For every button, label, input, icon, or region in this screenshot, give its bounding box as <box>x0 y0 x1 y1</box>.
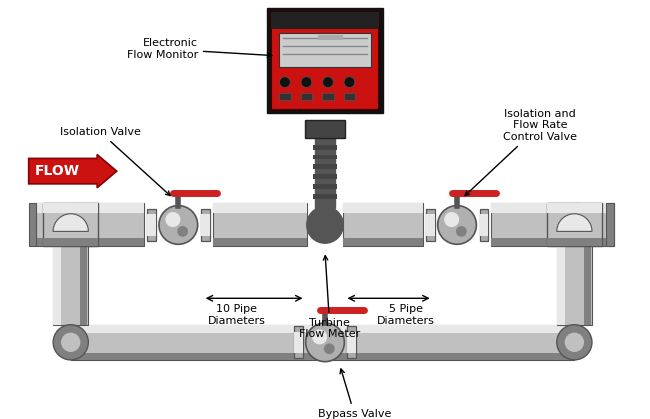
Bar <box>480 209 488 241</box>
Text: Electronic
Flow Monitor: Electronic Flow Monitor <box>127 38 272 59</box>
Bar <box>71 238 144 246</box>
Bar <box>343 203 422 213</box>
Bar <box>294 326 302 358</box>
Bar <box>271 12 379 29</box>
Bar <box>557 246 592 325</box>
Bar <box>426 214 435 236</box>
Bar <box>322 93 334 100</box>
Bar <box>547 238 602 246</box>
Circle shape <box>557 325 592 360</box>
Bar <box>36 203 94 246</box>
Bar <box>318 35 343 40</box>
Bar <box>213 203 307 213</box>
Circle shape <box>306 323 345 362</box>
Bar <box>44 203 98 246</box>
Text: Turbine
Flow Meter: Turbine Flow Meter <box>299 256 361 339</box>
Bar <box>606 203 614 246</box>
Bar <box>271 12 379 109</box>
Bar <box>344 93 356 100</box>
Circle shape <box>437 206 476 244</box>
Circle shape <box>344 77 355 88</box>
Bar <box>491 238 579 246</box>
Bar <box>313 194 337 199</box>
Bar <box>147 214 156 236</box>
Circle shape <box>322 77 333 88</box>
Text: Isolation Valve: Isolation Valve <box>60 127 170 196</box>
Bar <box>147 209 156 241</box>
Bar <box>279 33 371 67</box>
Bar <box>36 203 94 213</box>
Circle shape <box>324 343 335 354</box>
Bar <box>313 174 337 179</box>
Circle shape <box>280 77 291 88</box>
Bar <box>201 209 209 241</box>
Bar <box>44 203 98 213</box>
Bar <box>53 246 88 325</box>
Bar <box>348 326 356 358</box>
Circle shape <box>61 333 81 352</box>
Bar <box>343 238 422 246</box>
Circle shape <box>444 212 459 227</box>
Bar <box>213 238 307 246</box>
Bar <box>551 238 614 246</box>
Bar <box>491 203 579 246</box>
Circle shape <box>301 77 312 88</box>
Bar <box>36 238 94 246</box>
Bar <box>201 214 209 236</box>
Bar <box>29 203 36 246</box>
Text: Isolation and
Flow Rate
Control Valve: Isolation and Flow Rate Control Valve <box>465 109 577 196</box>
Bar <box>551 203 614 213</box>
Bar <box>71 325 575 333</box>
Circle shape <box>159 206 198 244</box>
Bar <box>313 145 337 150</box>
Bar <box>279 93 291 100</box>
Circle shape <box>177 226 188 237</box>
Bar <box>426 209 435 241</box>
Bar <box>313 164 337 169</box>
Bar <box>81 246 88 325</box>
Bar <box>313 184 337 189</box>
Circle shape <box>456 226 467 237</box>
Text: 5 Pipe
Diameters: 5 Pipe Diameters <box>377 304 435 326</box>
Bar <box>53 246 61 325</box>
Bar <box>547 203 602 213</box>
Circle shape <box>565 333 584 352</box>
Bar <box>300 93 312 100</box>
Bar <box>71 325 575 360</box>
Bar <box>71 203 144 246</box>
Circle shape <box>312 329 327 344</box>
Bar <box>480 214 488 236</box>
Bar <box>557 246 565 325</box>
Bar <box>313 155 337 159</box>
Bar <box>343 203 422 246</box>
Text: FLOW: FLOW <box>34 164 79 178</box>
Bar <box>491 203 579 213</box>
Polygon shape <box>53 214 88 231</box>
FancyArrow shape <box>29 155 117 188</box>
Bar <box>71 203 144 213</box>
Bar <box>306 120 345 138</box>
Bar <box>213 203 307 246</box>
Circle shape <box>165 212 181 227</box>
Text: Bypass Valve: Bypass Valve <box>318 369 391 419</box>
Bar <box>348 331 356 353</box>
Circle shape <box>307 207 343 243</box>
Bar <box>71 353 575 360</box>
Text: 10 Pipe
Diameters: 10 Pipe Diameters <box>208 304 266 326</box>
Bar <box>44 238 98 246</box>
Bar <box>551 203 614 246</box>
Bar <box>547 203 602 246</box>
Circle shape <box>53 325 88 360</box>
Bar <box>267 8 383 114</box>
Bar <box>315 135 335 208</box>
Bar <box>584 246 591 325</box>
Polygon shape <box>557 214 592 231</box>
Bar <box>294 331 302 353</box>
